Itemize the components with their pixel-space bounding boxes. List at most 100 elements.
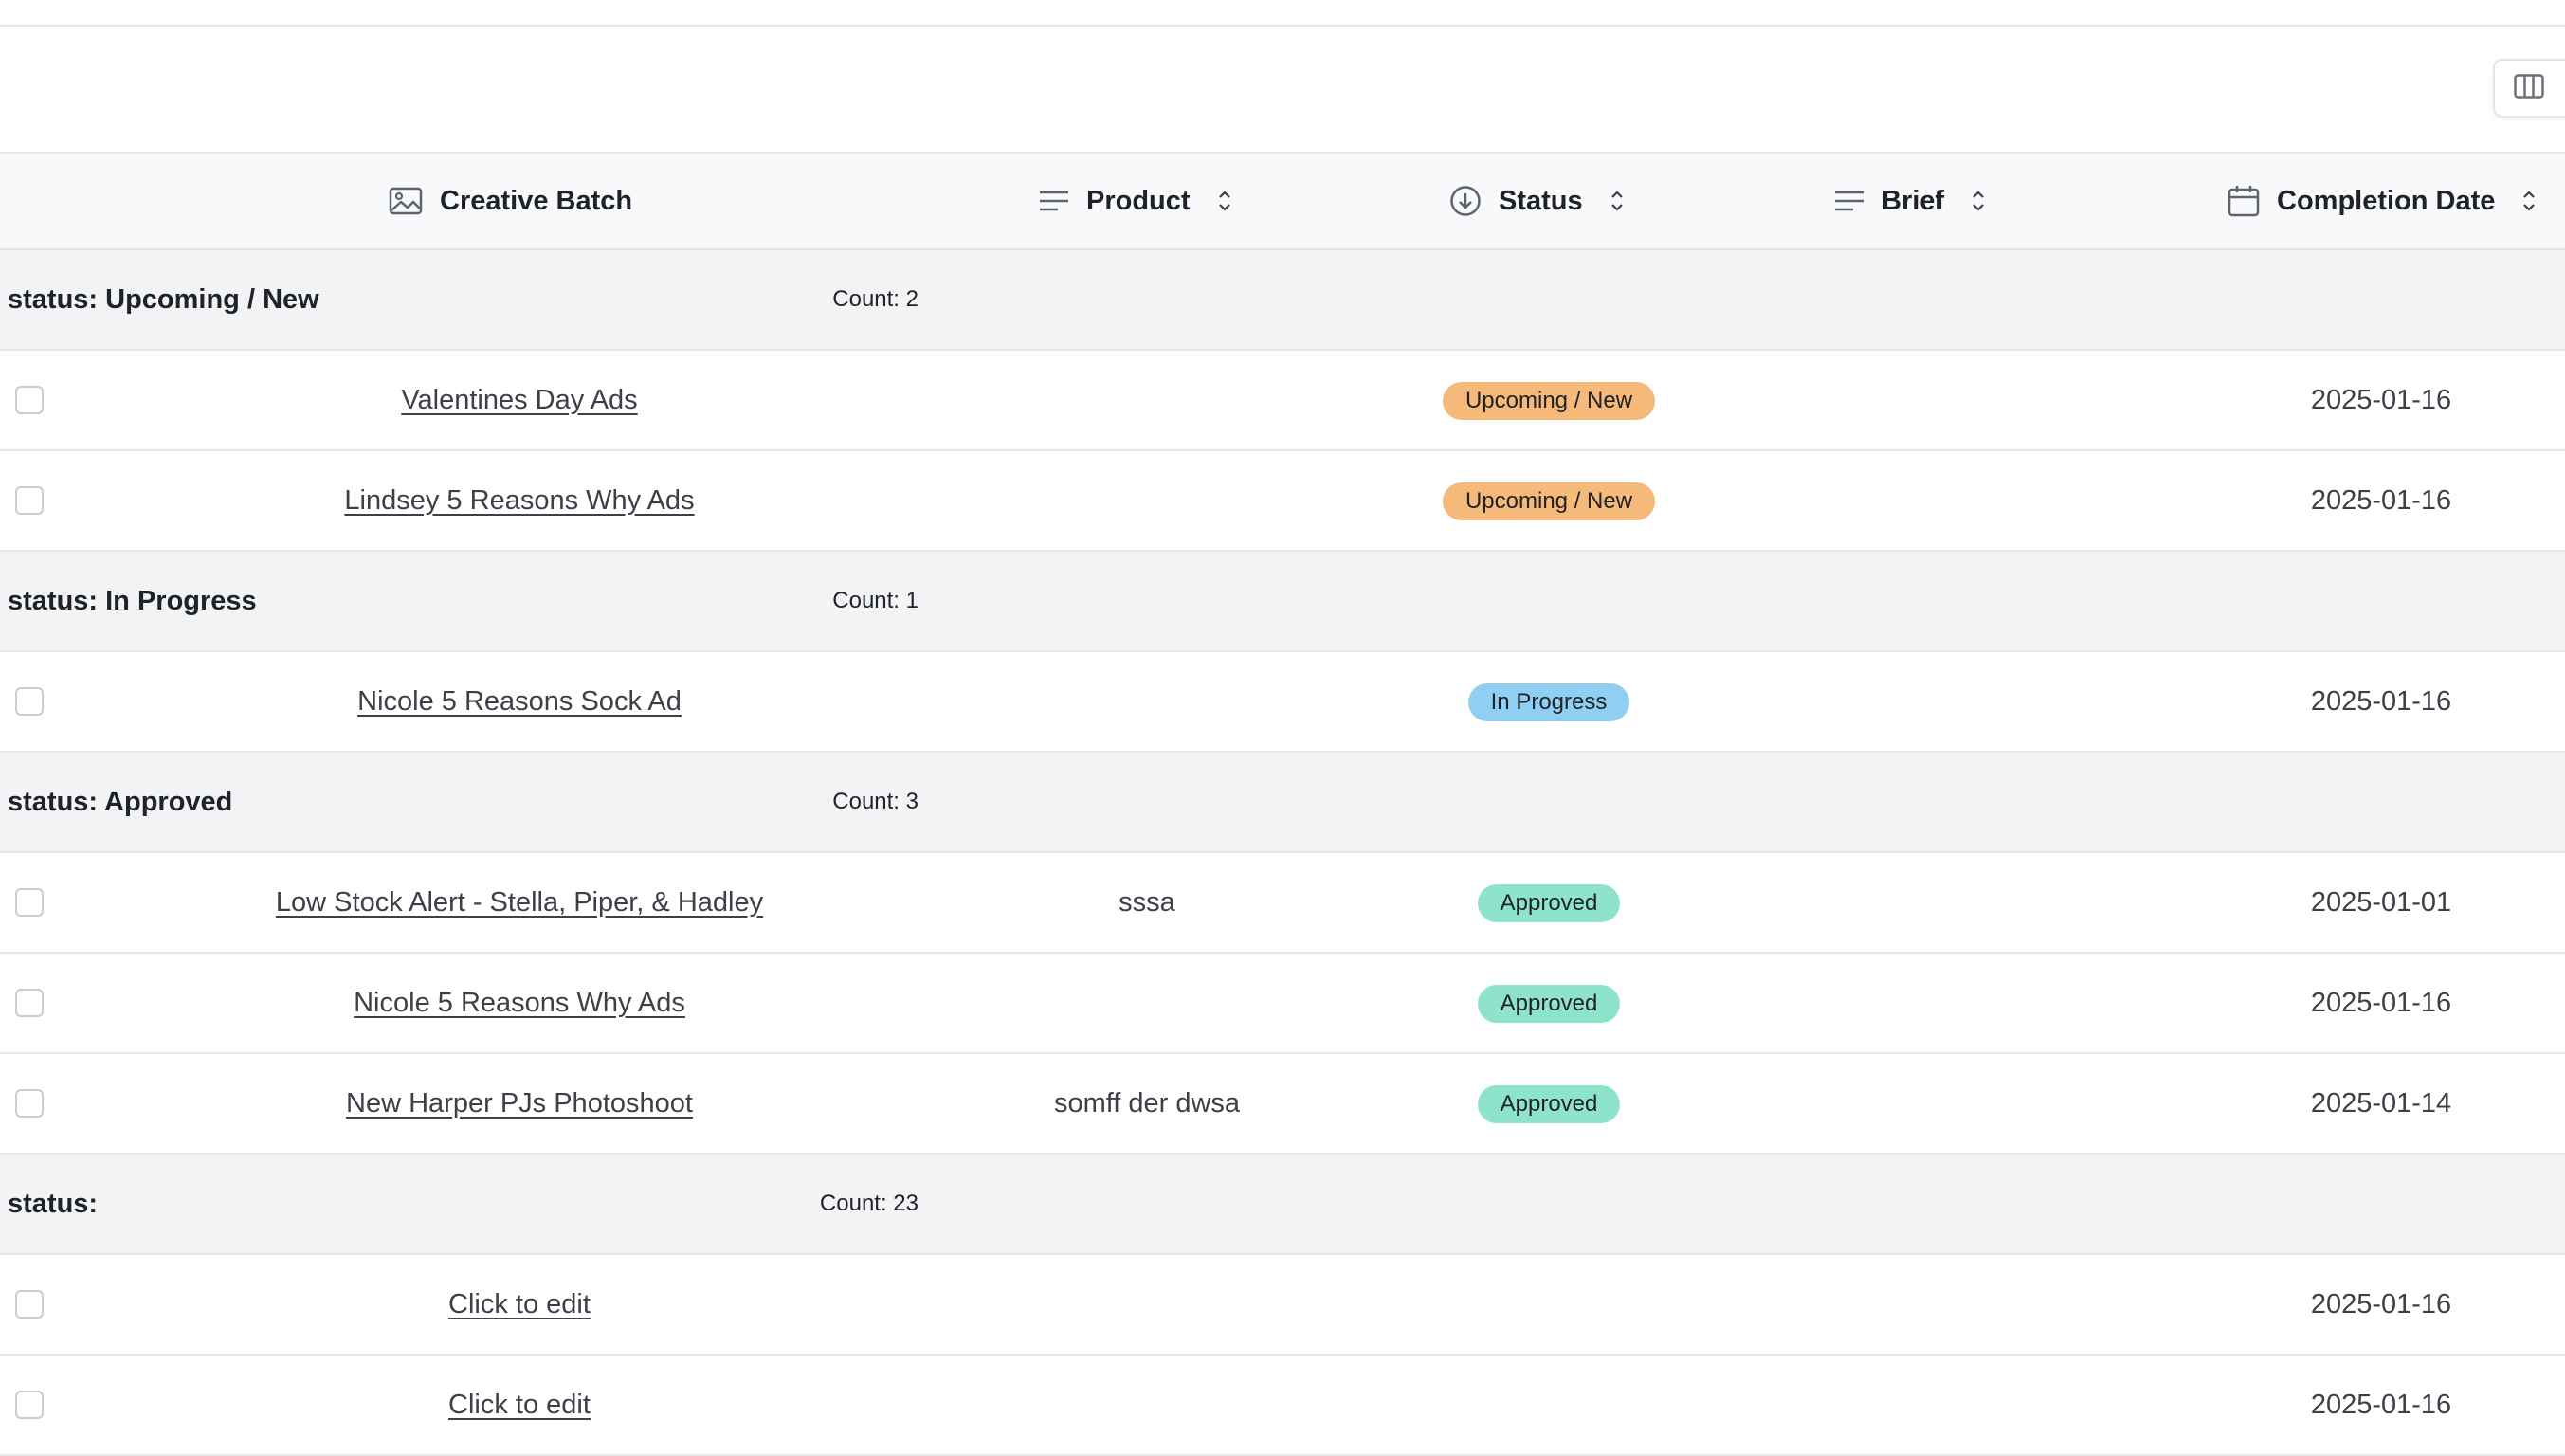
status-cell[interactable]: Upcoming / New [1359, 351, 1738, 449]
table-body: status: Upcoming / New Count: 2 Valentines… [0, 250, 2565, 1456]
status-badge: Upcoming / New [1442, 482, 1656, 521]
creative-batch-link[interactable]: Lindsey 5 Reasons Why Ads [344, 485, 695, 516]
creative-batch-cell: New Harper PJs Photoshoot [235, 1054, 804, 1153]
circle-arrow-down-icon [1449, 185, 1482, 217]
table-toolbar [0, 27, 2565, 152]
status-cell[interactable]: In Progress [1359, 652, 1738, 751]
group-label: status: [8, 1189, 99, 1219]
table-row[interactable]: Valentines Day Ads Upcoming / New 2025-01-… [0, 351, 2565, 451]
product-cell[interactable] [957, 351, 1337, 449]
calendar-icon [2228, 185, 2260, 217]
status-badge: Approved [1477, 1085, 1621, 1124]
column-header-status[interactable]: Status [1449, 154, 1625, 248]
column-label: Creative Batch [440, 185, 633, 216]
creative-batch-cell: Low Stock Alert - Stella, Piper, & Hadle… [235, 853, 804, 952]
sort-icon[interactable] [1217, 189, 1232, 213]
creative-batch-cell: Valentines Day Ads [235, 351, 804, 449]
top-divider [0, 0, 2565, 27]
columns-icon [2514, 73, 2544, 103]
group-label: status: Approved [8, 787, 233, 817]
table-header: Creative Batch Product Status Brief [0, 152, 2565, 250]
text-lines-icon [1834, 190, 1865, 212]
completion-date-cell[interactable]: 2025-01-16 [2310, 1289, 2452, 1320]
creative-batch-link[interactable]: Low Stock Alert - Stella, Piper, & Hadle… [275, 887, 764, 918]
completion-date-cell[interactable]: 2025-01-16 [2310, 1390, 2452, 1420]
column-header-brief[interactable]: Brief [1834, 154, 1986, 248]
table-row[interactable]: New Harper PJs Photoshoot somff der dwsa A… [0, 1054, 2565, 1155]
completion-date-cell[interactable]: 2025-01-14 [2310, 1088, 2452, 1119]
column-label: Product [1086, 185, 1191, 216]
product-cell[interactable] [957, 1255, 1337, 1354]
creative-batch-cell: Nicole 5 Reasons Sock Ad [235, 652, 804, 751]
column-label: Completion Date [2277, 185, 2496, 216]
row-checkbox[interactable] [15, 1089, 44, 1118]
row-checkbox[interactable] [15, 1391, 44, 1419]
sort-icon[interactable] [2521, 189, 2537, 213]
creative-batch-link[interactable]: Nicole 5 Reasons Why Ads [354, 988, 685, 1018]
column-label: Status [1499, 185, 1583, 216]
row-checkbox[interactable] [15, 687, 44, 716]
completion-date-cell[interactable]: 2025-01-16 [2310, 385, 2452, 415]
group-count: Count: 23 [819, 1191, 919, 1216]
product-cell[interactable] [957, 954, 1337, 1052]
status-cell[interactable]: Approved [1359, 1054, 1738, 1153]
creative-batch-link[interactable]: Valentines Day Ads [401, 385, 638, 415]
creative-batch-cell: Click to edit [235, 1255, 804, 1354]
product-cell[interactable]: sssa [1119, 887, 1175, 918]
group-header[interactable]: status: In Progress Count: 1 [0, 552, 2565, 652]
creative-batch-link[interactable]: Nicole 5 Reasons Sock Ad [357, 686, 682, 717]
status-cell[interactable]: Upcoming / New [1359, 451, 1738, 550]
status-cell[interactable] [1359, 1255, 1738, 1354]
product-cell[interactable] [957, 451, 1337, 550]
row-checkbox[interactable] [15, 1290, 44, 1319]
group-header[interactable]: status: Upcoming / New Count: 2 [0, 250, 2565, 351]
creative-batch-cell: Nicole 5 Reasons Why Ads [235, 954, 804, 1052]
column-label: Brief [1882, 185, 1945, 216]
row-checkbox[interactable] [15, 888, 44, 917]
group-header[interactable]: status: Count: 23 [0, 1155, 2565, 1255]
status-cell[interactable]: Approved [1359, 853, 1738, 952]
row-checkbox[interactable] [15, 386, 44, 414]
status-badge: Approved [1477, 884, 1621, 923]
product-cell[interactable] [957, 1356, 1337, 1454]
group-count: Count: 3 [832, 789, 919, 814]
completion-date-cell[interactable]: 2025-01-16 [2310, 485, 2452, 516]
status-badge: Approved [1477, 985, 1621, 1024]
table-row[interactable]: Click to edit 2025-01-16 [0, 1255, 2565, 1356]
group-label: status: Upcoming / New [8, 284, 319, 315]
table-row[interactable]: Nicole 5 Reasons Sock Ad In Progress 2025-… [0, 652, 2565, 753]
group-count: Count: 1 [832, 588, 919, 613]
creative-batch-link[interactable]: Click to edit [448, 1289, 591, 1320]
completion-date-cell[interactable]: 2025-01-01 [2310, 887, 2452, 918]
completion-date-cell[interactable]: 2025-01-16 [2310, 988, 2452, 1018]
grouped-table: Creative Batch Product Status Brief [0, 152, 2565, 1456]
table-row[interactable]: Low Stock Alert - Stella, Piper, & Hadle… [0, 853, 2565, 954]
column-settings-button[interactable] [2493, 59, 2565, 118]
text-lines-icon [1039, 190, 1069, 212]
status-badge: In Progress [1467, 683, 1630, 722]
product-cell[interactable] [957, 652, 1337, 751]
creative-batch-cell: Click to edit [235, 1356, 804, 1454]
table-row[interactable]: Nicole 5 Reasons Why Ads Approved 2025-01-… [0, 954, 2565, 1054]
column-header-product[interactable]: Product [1039, 154, 1232, 248]
table-row[interactable]: Click to edit 2025-01-16 [0, 1356, 2565, 1456]
sort-icon[interactable] [1971, 189, 1986, 213]
status-cell[interactable]: Approved [1359, 954, 1738, 1052]
status-cell[interactable] [1359, 1356, 1738, 1454]
column-header-completion-date[interactable]: Completion Date [2228, 154, 2537, 248]
column-header-creative-batch[interactable]: Creative Batch [389, 154, 632, 248]
group-header[interactable]: status: Approved Count: 3 [0, 753, 2565, 853]
product-cell[interactable]: somff der dwsa [1053, 1088, 1241, 1119]
table-row[interactable]: Lindsey 5 Reasons Why Ads Upcoming / New 2… [0, 451, 2565, 552]
sort-icon[interactable] [1610, 189, 1625, 213]
creative-batch-link[interactable]: Click to edit [448, 1390, 591, 1420]
status-badge: Upcoming / New [1442, 382, 1656, 421]
creative-batch-link[interactable]: New Harper PJs Photoshoot [346, 1088, 693, 1119]
completion-date-cell[interactable]: 2025-01-16 [2310, 686, 2452, 717]
row-checkbox[interactable] [15, 989, 44, 1017]
creative-batch-cell: Lindsey 5 Reasons Why Ads [235, 451, 804, 550]
row-checkbox[interactable] [15, 486, 44, 515]
image-icon [389, 187, 423, 215]
group-count: Count: 2 [832, 286, 919, 312]
group-label: status: In Progress [8, 586, 257, 616]
